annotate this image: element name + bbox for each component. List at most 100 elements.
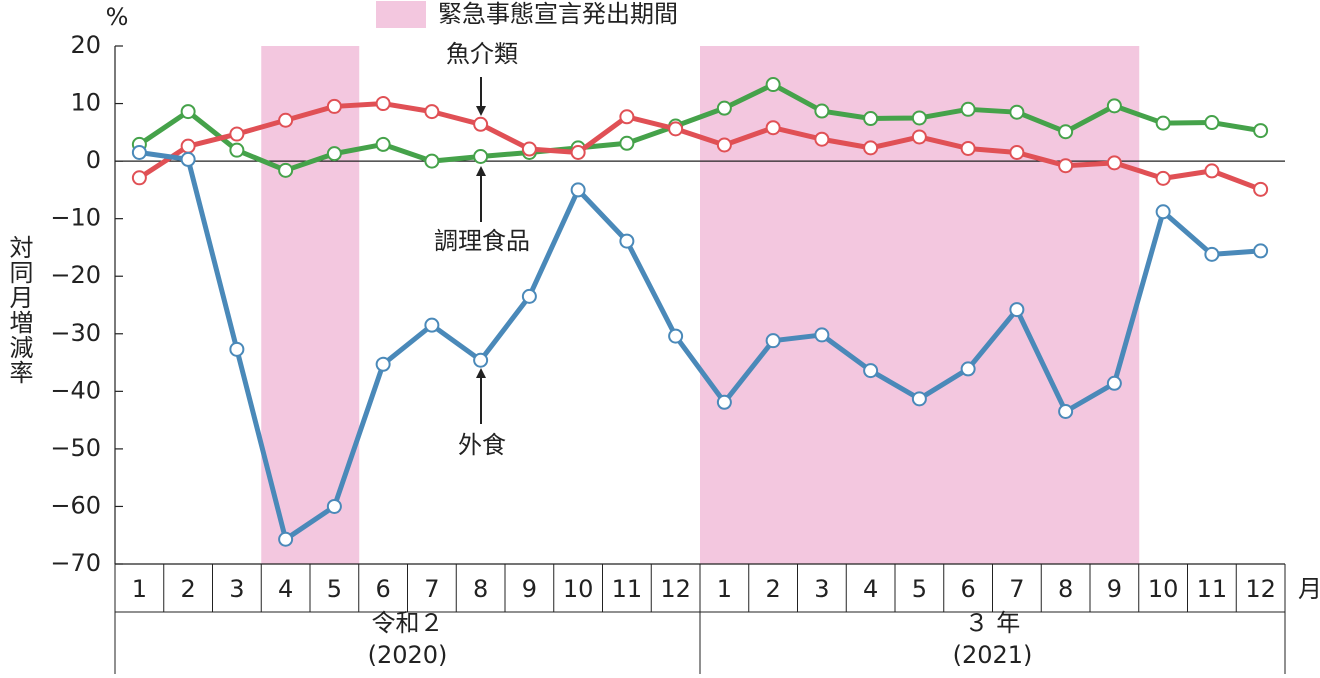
y-tick-label: 0: [86, 146, 101, 174]
data-point: [1204, 246, 1220, 262]
group-label: 令和２: [372, 609, 444, 637]
data-point: [619, 135, 635, 151]
data-point: [1204, 163, 1220, 179]
annotation-arrowhead: [476, 166, 486, 176]
data-point: [326, 498, 342, 514]
x-tick-label: 11: [1197, 575, 1228, 603]
x-tick-label: 2: [180, 575, 195, 603]
data-point: [911, 110, 927, 126]
emergency-period: [797, 46, 847, 564]
data-point: [863, 363, 879, 379]
y-tick-label: −20: [50, 261, 101, 289]
y-unit: %: [106, 3, 129, 31]
y-tick-label: −10: [50, 204, 101, 232]
x-tick-label: 8: [1058, 575, 1073, 603]
data-point: [1253, 123, 1269, 139]
x-tick-label: 12: [1245, 575, 1276, 603]
data-point: [180, 138, 196, 154]
data-point: [1058, 124, 1074, 140]
data-point: [424, 153, 440, 169]
data-point: [180, 104, 196, 120]
x-tick-label: 3: [814, 575, 829, 603]
emergency-period: [700, 46, 750, 564]
data-point: [619, 233, 635, 249]
data-point: [863, 111, 879, 127]
data-point: [473, 116, 489, 132]
data-point: [131, 144, 147, 160]
data-point: [1106, 155, 1122, 171]
data-point: [716, 137, 732, 153]
annotation-arrowhead: [476, 368, 486, 378]
emergency-period: [846, 46, 896, 564]
x-tick-label: 12: [660, 575, 691, 603]
data-point: [1155, 204, 1171, 220]
x-tick-label: 6: [960, 575, 975, 603]
y-tick-label: −60: [50, 491, 101, 519]
data-point: [229, 126, 245, 142]
y-tick-label: −30: [50, 319, 101, 347]
x-tick-label: 1: [717, 575, 732, 603]
data-point: [1106, 375, 1122, 391]
data-point: [278, 112, 294, 128]
emergency-period: [943, 46, 993, 564]
y-axis-label: 対同月増減率: [5, 235, 33, 385]
data-point: [326, 98, 342, 114]
emergency-period: [310, 46, 360, 564]
x-tick-label: 5: [912, 575, 927, 603]
annotation-arrowhead: [476, 106, 486, 116]
data-point: [911, 391, 927, 407]
data-point: [229, 142, 245, 158]
x-tick-label: 4: [863, 575, 878, 603]
data-point: [1253, 243, 1269, 259]
data-point: [375, 136, 391, 152]
y-tick-label: −70: [50, 549, 101, 577]
data-point: [570, 144, 586, 160]
data-point: [1155, 170, 1171, 186]
data-point: [1204, 115, 1220, 131]
data-point: [814, 131, 830, 147]
x-tick-label: 10: [1148, 575, 1179, 603]
x-tick-label: 11: [612, 575, 643, 603]
data-point: [911, 129, 927, 145]
data-point: [1058, 403, 1074, 419]
x-tick-label: 7: [424, 575, 439, 603]
series-annotation: 調理食品: [434, 227, 530, 255]
data-point: [765, 77, 781, 93]
x-tick-label: 7: [1009, 575, 1024, 603]
data-point: [278, 162, 294, 178]
data-point: [521, 288, 537, 304]
x-tick-label: 6: [375, 575, 390, 603]
data-point: [1106, 98, 1122, 114]
group-sub-label: (2021): [953, 641, 1033, 669]
data-point: [229, 341, 245, 357]
data-point: [960, 140, 976, 156]
legend-label: 緊急事態宣言発出期間: [438, 0, 678, 28]
data-point: [960, 361, 976, 377]
data-point: [1253, 181, 1269, 197]
group-label: ３ 年: [965, 609, 1021, 637]
data-point: [375, 96, 391, 112]
data-point: [1009, 144, 1025, 160]
data-point: [1009, 104, 1025, 120]
y-tick-label: 10: [70, 89, 101, 117]
x-tick-label: 2: [765, 575, 780, 603]
x-tick-label: 3: [229, 575, 244, 603]
data-point: [473, 149, 489, 165]
data-point: [180, 151, 196, 167]
x-tick-label: 1: [132, 575, 147, 603]
data-point: [619, 109, 635, 125]
x-tick-label: 9: [1107, 575, 1122, 603]
series-line: [137, 82, 1262, 173]
y-tick-label: −50: [50, 434, 101, 462]
data-point: [668, 328, 684, 344]
data-point: [375, 356, 391, 372]
data-point: [570, 182, 586, 198]
data-point: [424, 104, 440, 120]
legend-swatch: [376, 1, 426, 28]
data-point: [131, 170, 147, 186]
x-tick-label: 5: [327, 575, 342, 603]
data-point: [668, 121, 684, 137]
y-tick-label: −40: [50, 376, 101, 404]
data-point: [326, 146, 342, 162]
emergency-period: [1090, 46, 1140, 564]
